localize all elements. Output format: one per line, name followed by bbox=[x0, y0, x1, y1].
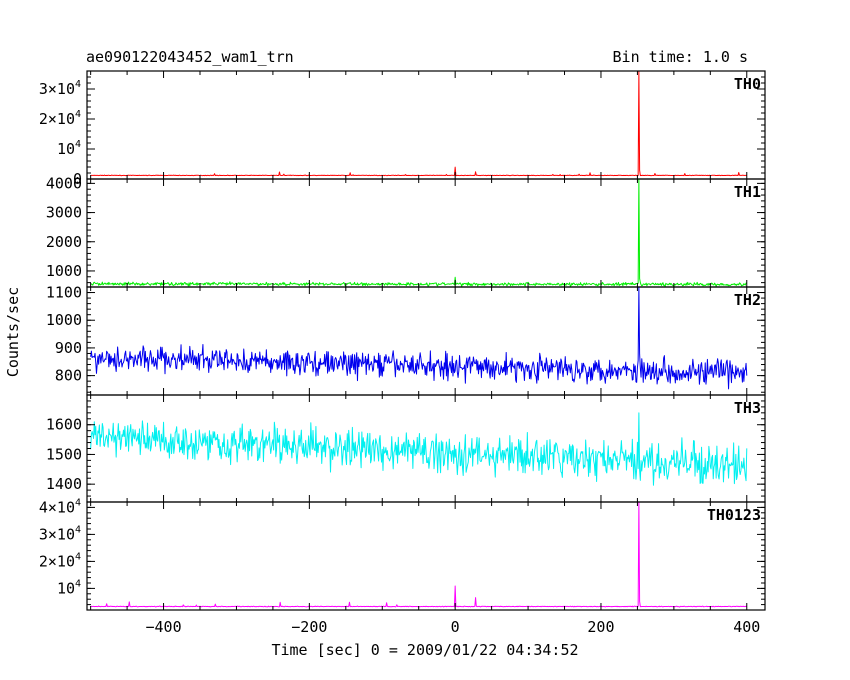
y-tick-label: 2000 bbox=[46, 233, 82, 251]
y-tick-label: 900 bbox=[55, 339, 82, 357]
panel-frame bbox=[86, 178, 766, 288]
series-line-th2 bbox=[90, 287, 748, 390]
y-tick-label: 1000 bbox=[46, 311, 82, 329]
panel-frame bbox=[86, 70, 766, 180]
panel-label: TH1 bbox=[734, 183, 761, 201]
x-tick-label: −400 bbox=[145, 618, 181, 636]
y-tick-label: 1600 bbox=[46, 416, 82, 434]
x-tick-labels: −400 −200 0 200 400 bbox=[145, 618, 760, 636]
x-tick-label: 0 bbox=[451, 618, 460, 636]
y-tick-exponent: 4 bbox=[75, 551, 81, 562]
x-axis-label: Time [sec] 0 = 2009/01/22 04:34:52 bbox=[271, 641, 578, 659]
y-tick-exponent: 4 bbox=[75, 79, 81, 90]
y-tick-exponent: 4 bbox=[75, 578, 81, 589]
y-tick-label: 10 bbox=[57, 140, 75, 158]
series-line-th1 bbox=[90, 179, 748, 287]
y-tick-label: 2×10 bbox=[39, 110, 75, 128]
panel-label: TH3 bbox=[734, 399, 761, 417]
series-line-th3 bbox=[90, 412, 748, 486]
panel-th2: 800 900 1000 1100 TH2 bbox=[46, 284, 766, 396]
y-tick-exponent: 4 bbox=[75, 139, 81, 150]
series-line-th0123 bbox=[90, 502, 748, 608]
x-tick-label: 200 bbox=[587, 618, 614, 636]
x-tick-label: −200 bbox=[291, 618, 327, 636]
panel-label: TH0123 bbox=[707, 506, 761, 524]
panel-label: TH0 bbox=[734, 75, 761, 93]
y-tick-exponent: 4 bbox=[75, 109, 81, 120]
y-tick-label: 0 bbox=[73, 170, 82, 188]
y-tick-exponent: 4 bbox=[75, 497, 81, 508]
y-tick-label: 10 bbox=[57, 579, 75, 597]
y-tick-label: 3×10 bbox=[39, 525, 75, 543]
y-tick-label: 2×10 bbox=[39, 552, 75, 570]
x-tick-label: 400 bbox=[733, 618, 760, 636]
dataset-name: ae090122043452_wam1_trn bbox=[86, 48, 294, 66]
y-tick-label: 3×10 bbox=[39, 80, 75, 98]
y-tick-label: 800 bbox=[55, 367, 82, 385]
series-line-th0 bbox=[90, 71, 747, 177]
y-tick-label: 1500 bbox=[46, 445, 82, 463]
y-tick-label: 1400 bbox=[46, 475, 82, 493]
y-axis-label: Counts/sec bbox=[4, 287, 22, 377]
y-tick-label: 4×10 bbox=[39, 498, 75, 516]
panel-th0: 010 42×10 43×10 4 TH0 bbox=[39, 70, 766, 188]
y-tick-exponent: 4 bbox=[75, 524, 81, 535]
y-tick-label: 1000 bbox=[46, 262, 82, 280]
y-tick-label: 4000 bbox=[46, 174, 82, 192]
panel-frame bbox=[86, 501, 766, 611]
panel-label: TH2 bbox=[734, 291, 761, 309]
panel-th1: 1000 2000 3000 4000 TH1 bbox=[46, 174, 766, 288]
y-tick-label: 3000 bbox=[46, 204, 82, 222]
y-tick-label: 1100 bbox=[46, 284, 82, 302]
panel-frame bbox=[86, 286, 766, 396]
panel-th3: 1400 1500 1600 TH3 bbox=[46, 394, 766, 503]
bin-time-label: Bin time: 1.0 s bbox=[613, 48, 748, 66]
